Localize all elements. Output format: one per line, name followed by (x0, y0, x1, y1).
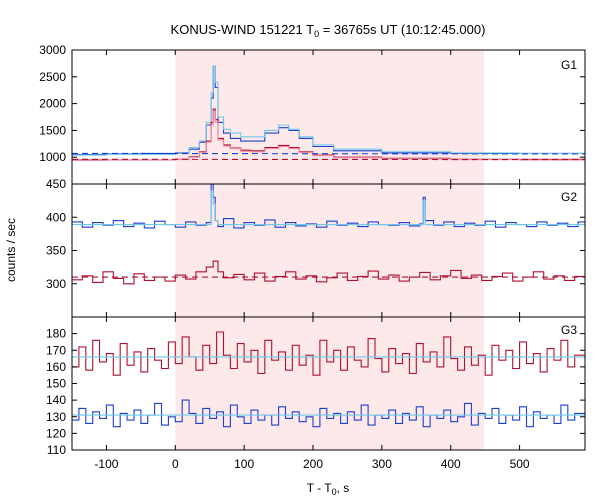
series-layer (72, 65, 585, 428)
panel-g1-series (72, 65, 585, 161)
y-tick-label: 2500 (39, 70, 66, 84)
y-tick-label: 1000 (39, 150, 66, 164)
chart-title: KONUS-WIND 151221 T0 = 36765s UT (10:12:… (171, 22, 486, 39)
x-tick-label: 0 (172, 457, 179, 471)
y-tick-label: 2000 (39, 97, 66, 111)
series-line-cyan (72, 190, 585, 226)
panel-g2-series (72, 184, 585, 285)
y-tick-label: 180 (46, 327, 66, 341)
shaded-region (175, 50, 484, 450)
y-tick-label: 450 (46, 177, 66, 191)
y-tick-label: 160 (46, 360, 66, 374)
panel-label-g2: G2 (561, 190, 577, 204)
y-axis-label: counts / sec (4, 218, 18, 282)
x-tick-label: 100 (234, 457, 254, 471)
y-tick-label: 150 (46, 377, 66, 391)
y-tick-label: 3000 (39, 43, 66, 57)
y-tick-label: 170 (46, 343, 66, 357)
x-axis-label: T - T0, s (307, 481, 350, 497)
panel-label-g1: G1 (561, 58, 577, 72)
series-line-cyan (72, 65, 585, 156)
axis-ticks: 1000150020002500300030035040045011012013… (39, 43, 585, 471)
x-tick-label: 300 (372, 457, 392, 471)
x-tick-label: 500 (510, 457, 530, 471)
x-tick-label: 400 (441, 457, 461, 471)
y-tick-label: 1500 (39, 123, 66, 137)
series-line-blue (72, 399, 585, 428)
y-tick-label: 130 (46, 410, 66, 424)
x-tick-label: 200 (303, 457, 323, 471)
panel-label-g3: G3 (561, 323, 577, 337)
series-line-blue (72, 152, 585, 155)
panel-g3-series (72, 331, 585, 428)
y-tick-label: 140 (46, 393, 66, 407)
y-tick-label: 300 (46, 277, 66, 291)
x-tick-label: -100 (94, 457, 118, 471)
y-tick-label: 400 (46, 210, 66, 224)
y-tick-label: 350 (46, 244, 66, 258)
series-line-pink (72, 111, 585, 161)
y-tick-label: 120 (46, 426, 66, 440)
y-tick-label: 110 (47, 443, 66, 457)
series-line-red (72, 331, 585, 376)
